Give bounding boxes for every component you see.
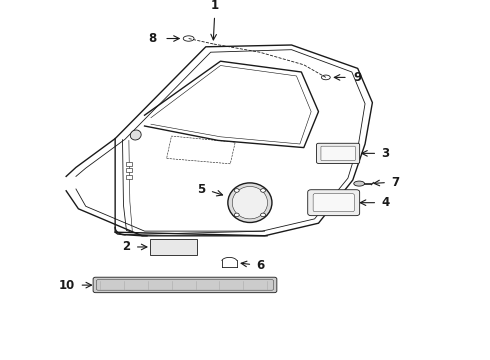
Text: 1: 1: [211, 0, 219, 12]
FancyBboxPatch shape: [150, 239, 197, 255]
FancyBboxPatch shape: [317, 143, 360, 163]
Bar: [126, 175, 132, 179]
Text: 6: 6: [256, 259, 265, 272]
Ellipse shape: [232, 186, 268, 219]
Circle shape: [261, 189, 266, 192]
FancyBboxPatch shape: [93, 277, 277, 293]
Circle shape: [261, 213, 266, 217]
Ellipse shape: [130, 130, 141, 140]
Text: 5: 5: [197, 183, 206, 196]
Ellipse shape: [321, 75, 330, 80]
Ellipse shape: [183, 36, 194, 41]
FancyBboxPatch shape: [313, 194, 354, 212]
Bar: [126, 162, 132, 166]
Circle shape: [234, 189, 239, 192]
Text: 3: 3: [381, 147, 390, 160]
Text: 7: 7: [391, 176, 399, 189]
Bar: [126, 168, 132, 172]
FancyBboxPatch shape: [321, 146, 355, 161]
Text: 2: 2: [122, 240, 130, 253]
FancyBboxPatch shape: [308, 190, 360, 216]
Text: 8: 8: [148, 32, 157, 45]
Text: 4: 4: [381, 196, 390, 209]
Text: 10: 10: [58, 279, 74, 292]
Ellipse shape: [228, 183, 272, 222]
Text: 9: 9: [354, 71, 362, 84]
Ellipse shape: [354, 181, 365, 186]
Circle shape: [234, 213, 239, 217]
